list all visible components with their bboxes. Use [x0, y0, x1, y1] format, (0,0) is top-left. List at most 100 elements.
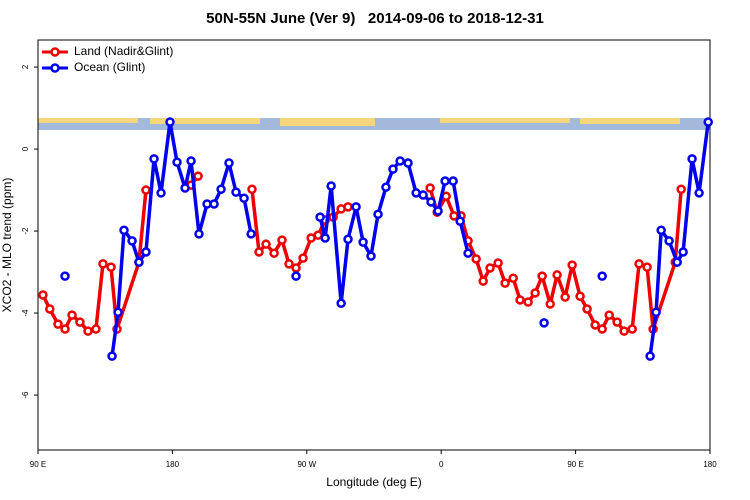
data-point [485, 263, 495, 273]
data-point [687, 154, 697, 164]
data-point [343, 202, 353, 212]
data-point [209, 199, 219, 209]
data-point [425, 183, 435, 193]
data-point [127, 236, 137, 246]
data-point [107, 351, 117, 361]
x-tick-label: 90 E [567, 460, 583, 469]
data-point [523, 297, 533, 307]
land-ocean-band [38, 118, 710, 130]
data-point [261, 239, 271, 249]
data-point [53, 319, 63, 329]
data-point [619, 326, 629, 336]
data-point [664, 236, 674, 246]
data-point [134, 257, 144, 267]
data-point [298, 253, 308, 263]
data-point [149, 154, 159, 164]
data-point [530, 288, 540, 298]
data-point [388, 164, 398, 174]
data-point [627, 324, 637, 334]
data-point [336, 298, 346, 308]
data-point [478, 276, 488, 286]
data-point [582, 304, 592, 314]
data-point [180, 183, 190, 193]
data-point [560, 292, 570, 302]
data-point [656, 225, 666, 235]
band-land [38, 118, 138, 123]
data-point [291, 271, 301, 281]
data-point [45, 304, 55, 314]
data-point [366, 251, 376, 261]
legend-label: Ocean (Glint) [74, 60, 145, 74]
legend-marker [50, 63, 60, 73]
data-point [539, 318, 549, 328]
data-point [455, 216, 465, 226]
data-point [552, 270, 562, 280]
data-point [395, 156, 405, 166]
data-point [703, 117, 713, 127]
data-point [216, 184, 226, 194]
data-point [193, 171, 203, 181]
data-point [254, 247, 264, 257]
data-point [500, 278, 510, 288]
data-point [239, 193, 249, 204]
x-tick-label: 180 [166, 460, 180, 469]
data-point [575, 291, 585, 301]
y-tick-label: -6 [21, 391, 30, 399]
data-point [515, 295, 525, 305]
data-point [678, 247, 688, 257]
data-point [537, 271, 547, 281]
data-point [106, 262, 116, 272]
data-point [612, 317, 622, 327]
data-point [463, 248, 473, 258]
data-point [320, 233, 330, 243]
data-point [247, 184, 257, 194]
data-point [315, 212, 325, 222]
data-point [141, 247, 151, 257]
data-point [67, 310, 77, 320]
data-point [567, 260, 577, 270]
data-point [597, 271, 607, 281]
data-point [83, 326, 93, 336]
data-point [508, 273, 518, 283]
data-point [597, 324, 607, 334]
data-point [186, 156, 196, 166]
data-point [651, 307, 661, 317]
plot-frame [37, 39, 711, 451]
data-point [471, 254, 481, 264]
band-land [150, 118, 260, 124]
data-point [373, 209, 383, 219]
data-point [269, 248, 279, 258]
x-tick-label: 180 [703, 460, 717, 469]
y-tick-label: -2 [21, 227, 30, 235]
band-land [580, 118, 680, 124]
data-point [590, 320, 600, 330]
legend-marker [50, 47, 60, 57]
band-land [280, 118, 375, 126]
chart-title: 50N-55N June (Ver 9) 2014-09-06 to 2018-… [206, 10, 544, 27]
data-point [38, 290, 48, 300]
data-point [141, 185, 151, 195]
data-point [113, 307, 123, 317]
data-point [645, 351, 655, 361]
band-land [440, 118, 570, 123]
x-tick-label: 90 W [297, 460, 316, 469]
data-point [60, 324, 70, 334]
data-point [246, 229, 256, 239]
data-point [326, 181, 336, 191]
data-point [91, 324, 101, 334]
data-point [351, 202, 361, 212]
data-point [165, 117, 175, 127]
data-point [119, 225, 129, 235]
data-point [343, 234, 353, 245]
data-point [381, 182, 391, 192]
y-axis-label: XCO2 - MLO trend (ppm) [0, 178, 14, 313]
data-point [418, 190, 428, 200]
x-axis-label: Longitude (deg E) [326, 475, 421, 489]
data-point [277, 235, 287, 245]
data-point [75, 317, 85, 327]
data-point [545, 299, 555, 309]
data-point [676, 184, 686, 194]
data-point [156, 188, 166, 198]
data-point [172, 157, 182, 167]
